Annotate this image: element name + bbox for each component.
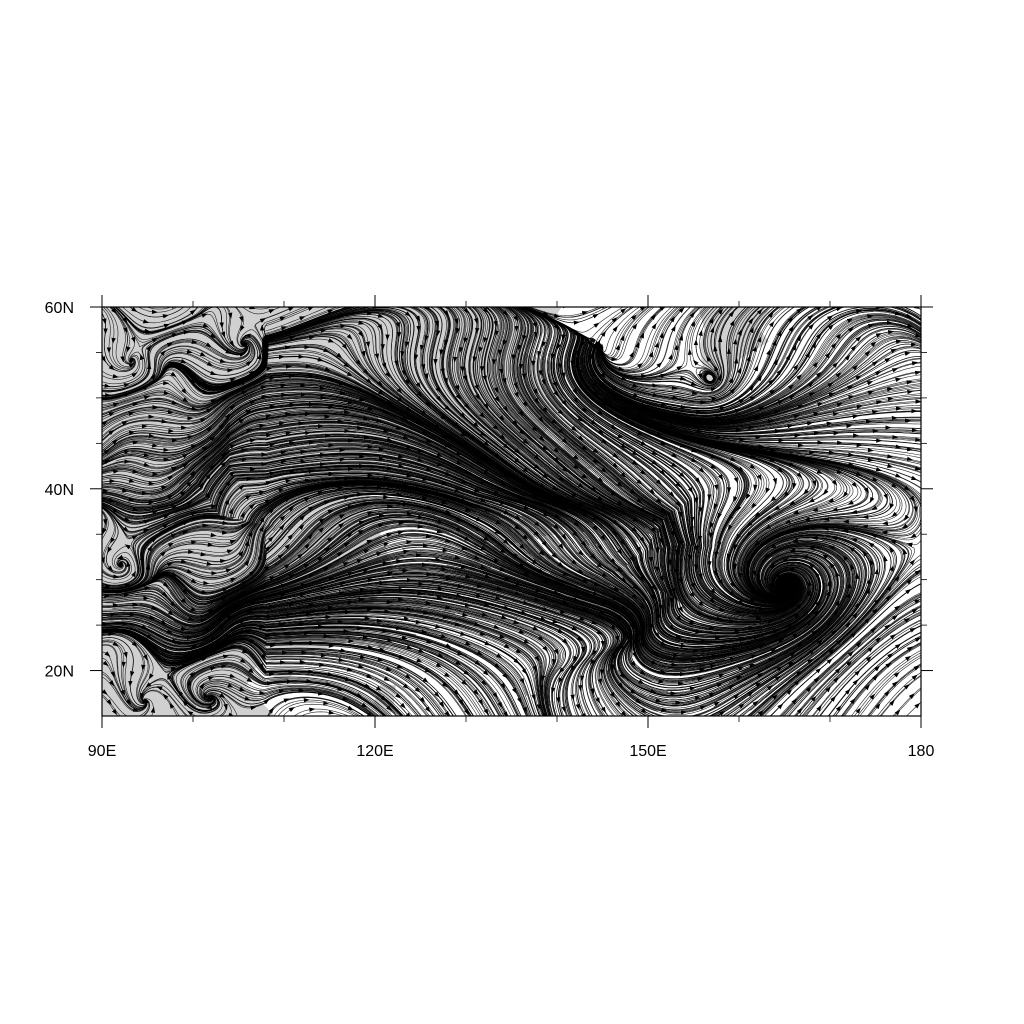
y-tick-label: 60N	[45, 300, 74, 317]
x-tick-label: 120E	[356, 743, 393, 760]
streamline-arrow	[211, 305, 214, 306]
x-tick-label: 180	[908, 743, 935, 760]
y-tick-label: 40N	[45, 482, 74, 499]
x-tick-label: 150E	[629, 743, 666, 760]
y-tick-label: 20N	[45, 664, 74, 681]
x-tick-label: 90E	[88, 743, 116, 760]
